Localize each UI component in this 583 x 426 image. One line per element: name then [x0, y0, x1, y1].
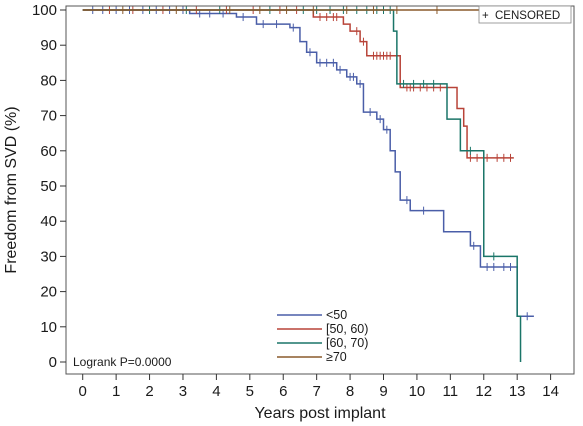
y-tick-label: 90 — [40, 37, 57, 54]
legend-label: [60, 70) — [326, 336, 368, 350]
censored-legend-box — [478, 5, 572, 24]
y-tick-label: 10 — [40, 319, 57, 336]
censored-legend-symbol: + — [482, 10, 489, 22]
y-tick-label: 20 — [40, 284, 57, 301]
km-curve-2 — [82, 9, 522, 362]
x-tick-label: 3 — [179, 383, 187, 400]
legend-label: ≥70 — [326, 350, 347, 364]
x-tick-label: 0 — [79, 383, 87, 400]
x-tick-label: 11 — [443, 383, 459, 400]
y-axis: 0 10 20 30 40 50 60 70 80 90 100 — [32, 2, 66, 371]
x-tick-label: 6 — [279, 383, 287, 400]
x-tick-label: 10 — [409, 383, 426, 400]
y-axis-title: Freedom from SVD (%) — [3, 106, 20, 273]
x-tick-label: 12 — [475, 383, 492, 400]
x-tick-label: 1 — [112, 383, 120, 400]
y-tick-label: 80 — [40, 72, 57, 89]
x-tick-label: 14 — [542, 383, 559, 400]
x-tick-label: 13 — [509, 383, 526, 400]
x-tick-label: 8 — [346, 383, 354, 400]
plot-frame — [65, 5, 575, 375]
censored-legend: + CENSORED — [478, 5, 572, 24]
legend-label: <50 — [326, 308, 347, 322]
logrank-annotation: Logrank P=0.0000 — [73, 355, 172, 369]
x-tick-label: 2 — [145, 383, 153, 400]
y-tick-label: 40 — [40, 213, 57, 230]
legend-label: [50, 60) — [326, 322, 368, 336]
y-tick-label: 0 — [49, 354, 57, 371]
y-tick-label: 70 — [40, 108, 57, 125]
km-curve-1 — [82, 9, 514, 159]
censored-legend-label: CENSORED — [495, 10, 560, 22]
x-tick-label: 7 — [312, 383, 320, 400]
x-axis: 0 1 2 3 4 5 6 7 8 9 10 11 12 13 14 — [79, 374, 559, 400]
y-tick-label: 100 — [32, 2, 57, 19]
x-tick-label: 9 — [379, 383, 387, 400]
x-tick-label: 5 — [246, 383, 254, 400]
y-tick-label: 60 — [40, 143, 57, 160]
series-legend: <50[50, 60)[60, 70)≥70 — [277, 308, 368, 364]
y-tick-label: 30 — [40, 248, 57, 265]
km-curve-0 — [82, 9, 534, 317]
y-tick-label: 50 — [40, 178, 57, 195]
x-tick-label: 4 — [212, 383, 220, 400]
x-axis-title: Years post implant — [254, 405, 386, 422]
